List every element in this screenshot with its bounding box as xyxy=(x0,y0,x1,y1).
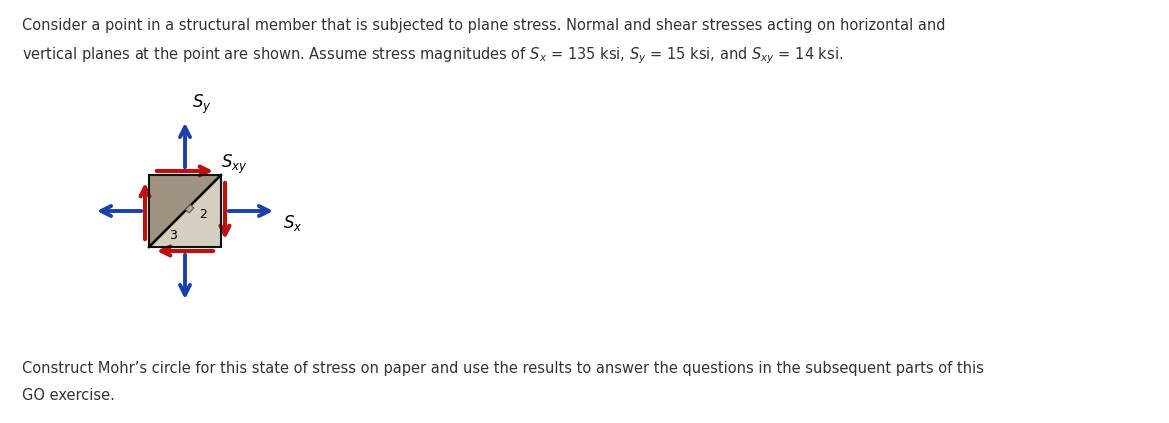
Polygon shape xyxy=(148,175,221,247)
Text: Consider a point in a structural member that is subjected to plane stress. Norma: Consider a point in a structural member … xyxy=(22,18,946,33)
Text: vertical planes at the point are shown. Assume stress magnitudes of $S_x$ = 135 : vertical planes at the point are shown. … xyxy=(22,45,843,66)
Text: $S_y$: $S_y$ xyxy=(192,93,212,116)
Text: 3: 3 xyxy=(170,228,177,242)
Polygon shape xyxy=(186,205,194,213)
Text: GO exercise.: GO exercise. xyxy=(22,388,115,403)
Polygon shape xyxy=(148,175,221,247)
Text: 2: 2 xyxy=(199,208,207,220)
Text: $S_{xy}$: $S_{xy}$ xyxy=(221,152,248,176)
Text: $S_x$: $S_x$ xyxy=(283,213,303,233)
Text: Construct Mohr’s circle for this state of stress on paper and use the results to: Construct Mohr’s circle for this state o… xyxy=(22,361,984,376)
